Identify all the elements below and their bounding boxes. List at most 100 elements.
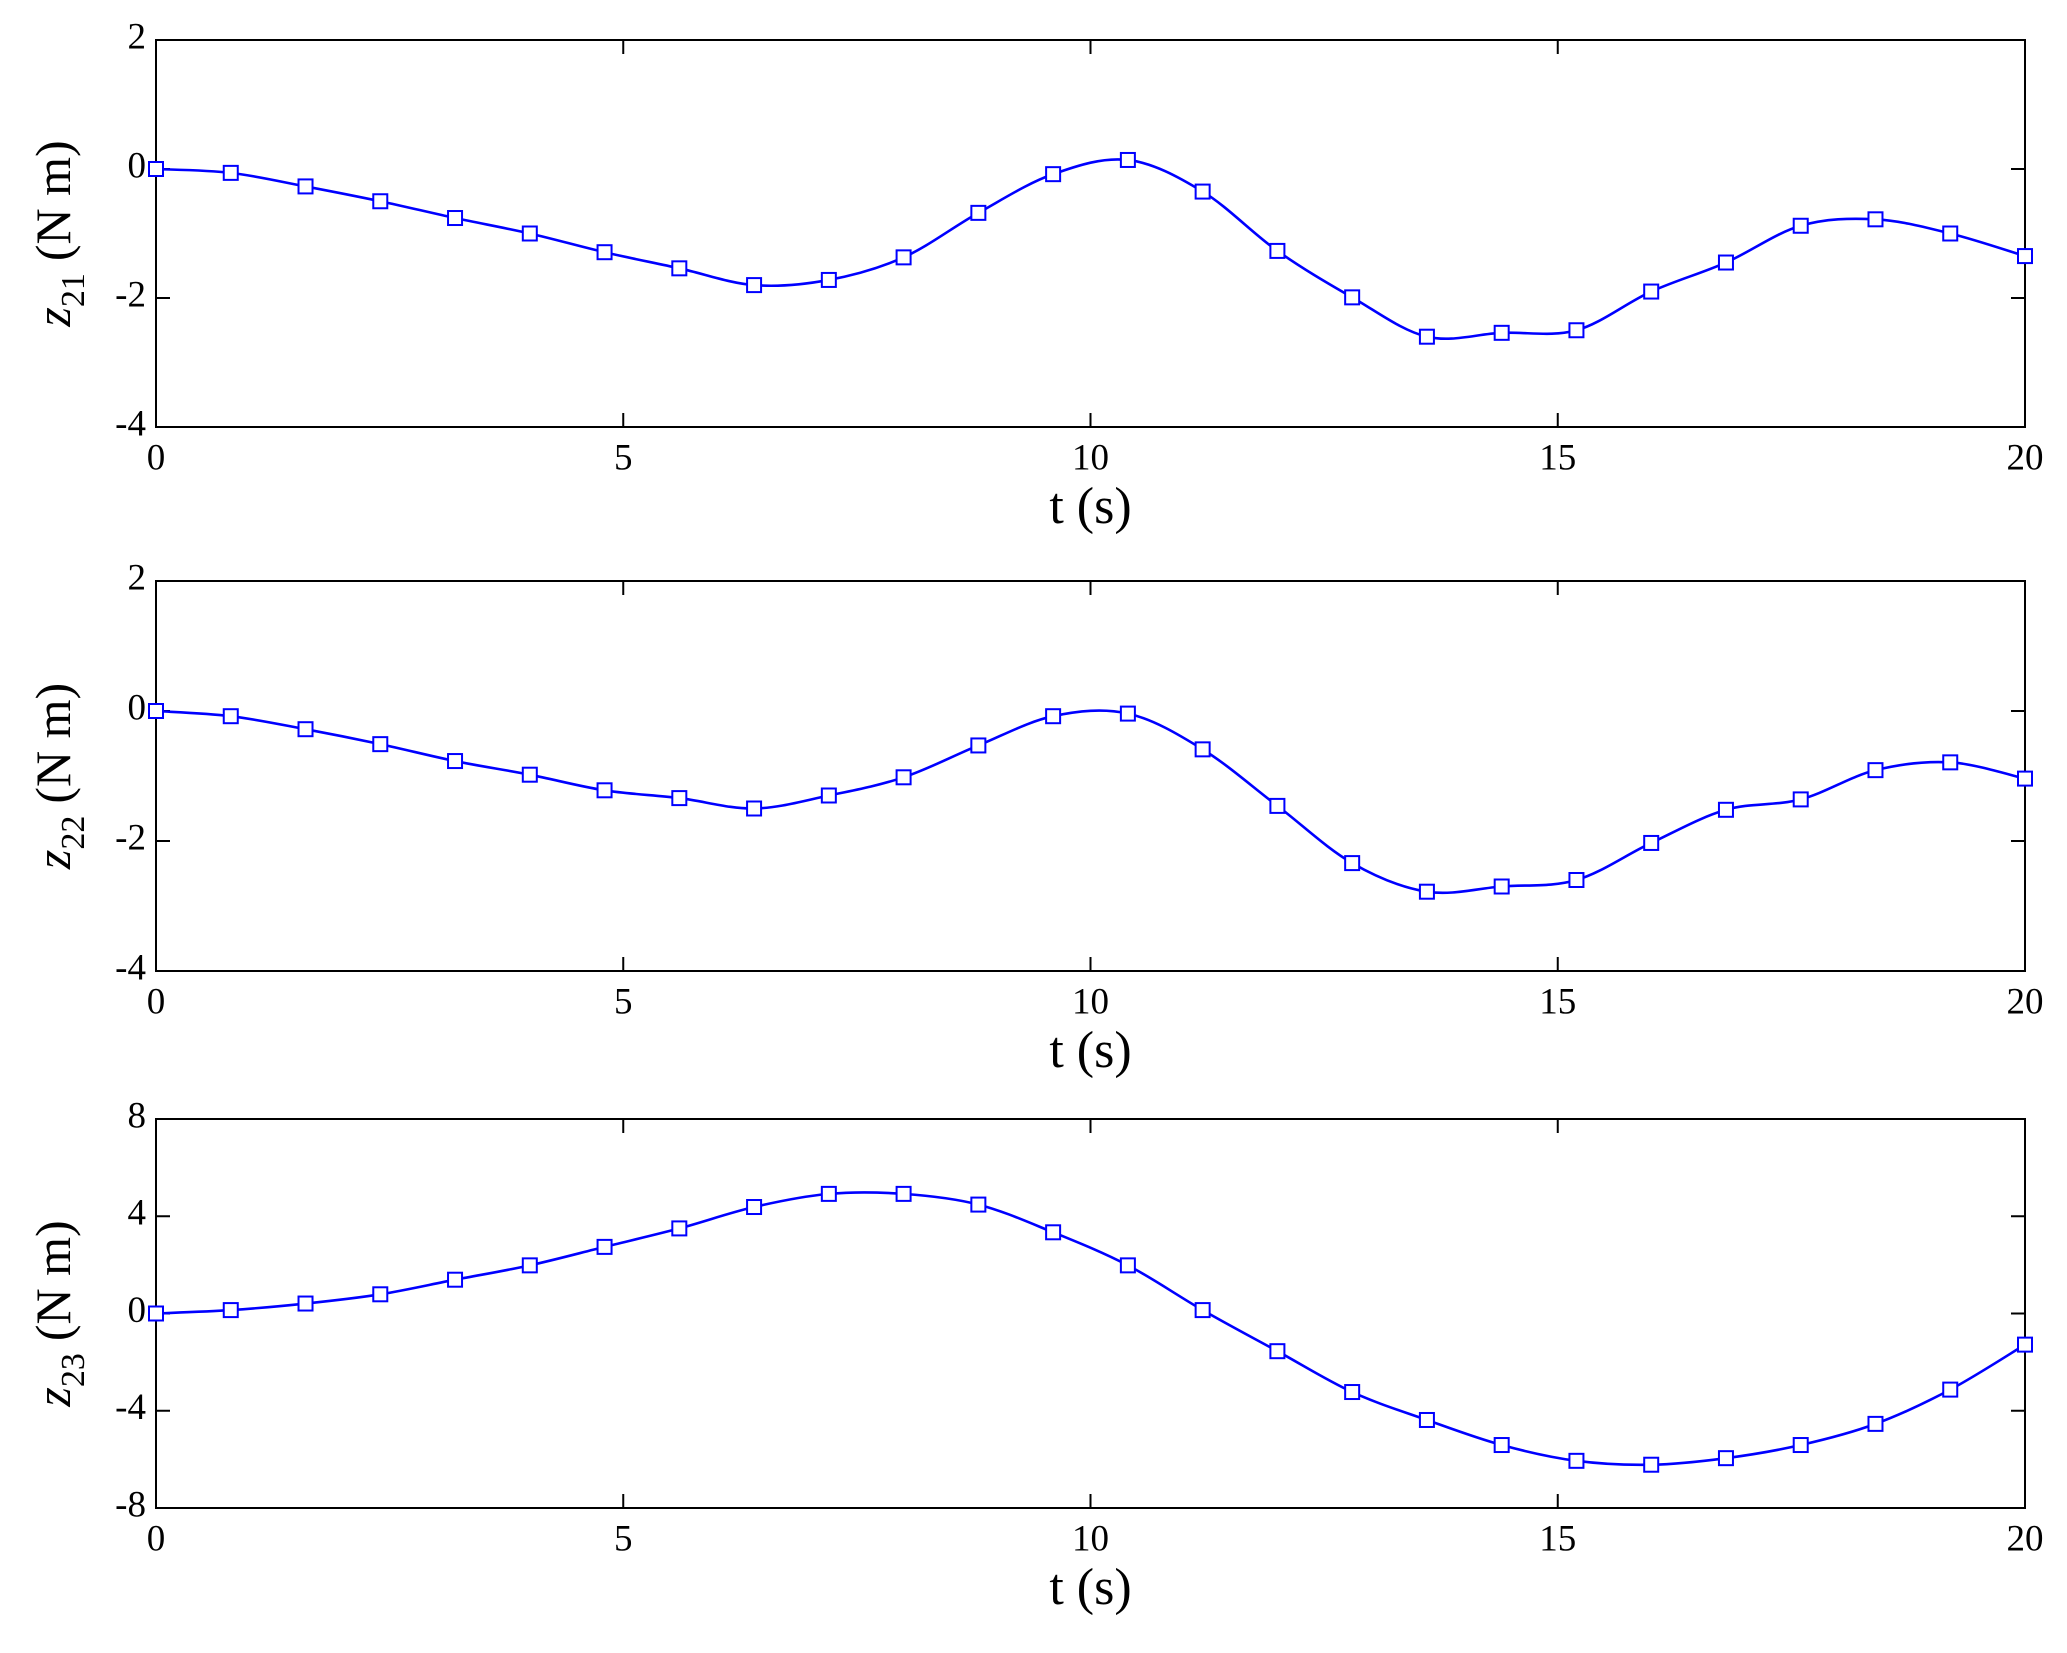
- data-marker: [1045, 166, 1062, 183]
- data-marker: [148, 161, 164, 177]
- data-marker: [1942, 225, 1959, 242]
- y-axis-label: z22 (N m): [25, 683, 92, 870]
- data-marker: [1119, 151, 1136, 168]
- y-tick-label: 8: [128, 1095, 147, 1136]
- data-marker: [671, 1220, 688, 1237]
- y-label-subscript: 23: [55, 1353, 92, 1387]
- x-tick-label: 15: [1539, 981, 1576, 1022]
- y-axis-label: z23 (N m): [25, 1220, 92, 1407]
- x-tick-label: 10: [1072, 1518, 1109, 1559]
- x-tick-label: 10: [1072, 981, 1109, 1022]
- data-marker: [1867, 1415, 1884, 1432]
- y-label-unit: (N m): [25, 140, 81, 261]
- data-marker: [1344, 855, 1361, 872]
- data-marker: [222, 164, 239, 181]
- data-marker: [970, 204, 987, 221]
- y-tick-label: 4: [128, 1193, 147, 1234]
- data-marker: [372, 193, 389, 210]
- data-marker: [148, 1305, 164, 1322]
- data-marker: [1717, 1450, 1734, 1467]
- x-tick-label: 20: [2007, 437, 2044, 478]
- data-marker: [297, 178, 314, 195]
- data-marker: [1269, 242, 1286, 259]
- data-marker: [596, 782, 613, 799]
- data-marker: [820, 271, 837, 288]
- data-marker: [372, 736, 389, 753]
- data-marker: [1418, 1411, 1435, 1428]
- data-marker: [447, 753, 464, 770]
- x-tick-label: 0: [147, 1518, 166, 1559]
- data-marker: [1643, 283, 1660, 300]
- data-line: [155, 709, 2026, 895]
- data-marker: [1717, 254, 1734, 271]
- data-marker: [372, 1286, 389, 1303]
- x-tick-label: 15: [1539, 1518, 1576, 1559]
- y-label-variable: z: [25, 850, 81, 870]
- x-tick-label: 5: [614, 1518, 633, 1559]
- data-marker: [1568, 1452, 1585, 1469]
- y-label-unit: (N m): [25, 1220, 81, 1341]
- data-marker: [1792, 791, 1809, 808]
- y-tick-label: -4: [115, 403, 146, 444]
- plot-frame: [155, 580, 2026, 972]
- x-tick-label: 10: [1072, 437, 1109, 478]
- data-marker: [671, 790, 688, 807]
- data-marker: [1344, 1384, 1361, 1401]
- data-marker: [297, 1295, 314, 1312]
- data-marker: [1269, 1343, 1286, 1360]
- y-tick-label: 0: [128, 1290, 147, 1331]
- data-marker: [1717, 801, 1734, 818]
- data-marker: [447, 210, 464, 227]
- y-axis-label: z21 (N m): [25, 140, 92, 327]
- data-marker: [1119, 705, 1136, 722]
- data-marker: [447, 1271, 464, 1288]
- data-marker: [1493, 878, 1510, 895]
- data-marker: [521, 225, 538, 242]
- data-marker: [746, 800, 763, 817]
- y-tick-label: 0: [128, 687, 147, 728]
- data-marker: [970, 1196, 987, 1213]
- data-marker: [148, 703, 164, 719]
- plot-frame: [155, 1118, 2026, 1509]
- data-marker: [895, 769, 912, 786]
- y-label-variable: z: [25, 307, 81, 327]
- data-marker: [1643, 1456, 1660, 1473]
- data-marker: [596, 244, 613, 261]
- data-marker: [746, 277, 763, 294]
- y-label-unit: (N m): [25, 683, 81, 804]
- data-marker: [1119, 1257, 1136, 1274]
- data-marker: [2017, 770, 2033, 787]
- data-marker: [521, 1257, 538, 1274]
- y-tick-label: -4: [115, 947, 146, 988]
- data-marker: [222, 708, 239, 725]
- data-marker: [1194, 741, 1211, 758]
- data-marker: [1867, 762, 1884, 779]
- data-marker: [2017, 248, 2033, 265]
- data-marker: [1942, 754, 1959, 771]
- x-tick-label: 20: [2007, 981, 2044, 1022]
- x-axis-label: t (s): [1049, 1559, 1131, 1616]
- data-line: [155, 158, 2026, 341]
- data-marker: [746, 1199, 763, 1216]
- y-tick-label: 2: [128, 557, 147, 598]
- data-marker: [1045, 1224, 1062, 1241]
- plot-frame: [155, 39, 2026, 428]
- data-marker: [1792, 1437, 1809, 1454]
- y-label-variable: z: [25, 1387, 81, 1407]
- data-marker: [521, 766, 538, 783]
- y-tick-label: 2: [128, 16, 147, 57]
- data-marker: [1493, 324, 1510, 341]
- x-tick-label: 0: [147, 981, 166, 1022]
- data-marker: [222, 1302, 239, 1319]
- data-marker: [1568, 872, 1585, 888]
- data-marker: [297, 721, 314, 738]
- y-tick-label: -8: [115, 1484, 146, 1525]
- data-marker: [820, 787, 837, 804]
- x-tick-label: 15: [1539, 437, 1576, 478]
- y-tick-label: -4: [115, 1387, 146, 1428]
- data-marker: [2017, 1336, 2033, 1353]
- data-marker: [596, 1238, 613, 1255]
- y-tick-label: -2: [115, 817, 146, 858]
- data-marker: [820, 1185, 837, 1202]
